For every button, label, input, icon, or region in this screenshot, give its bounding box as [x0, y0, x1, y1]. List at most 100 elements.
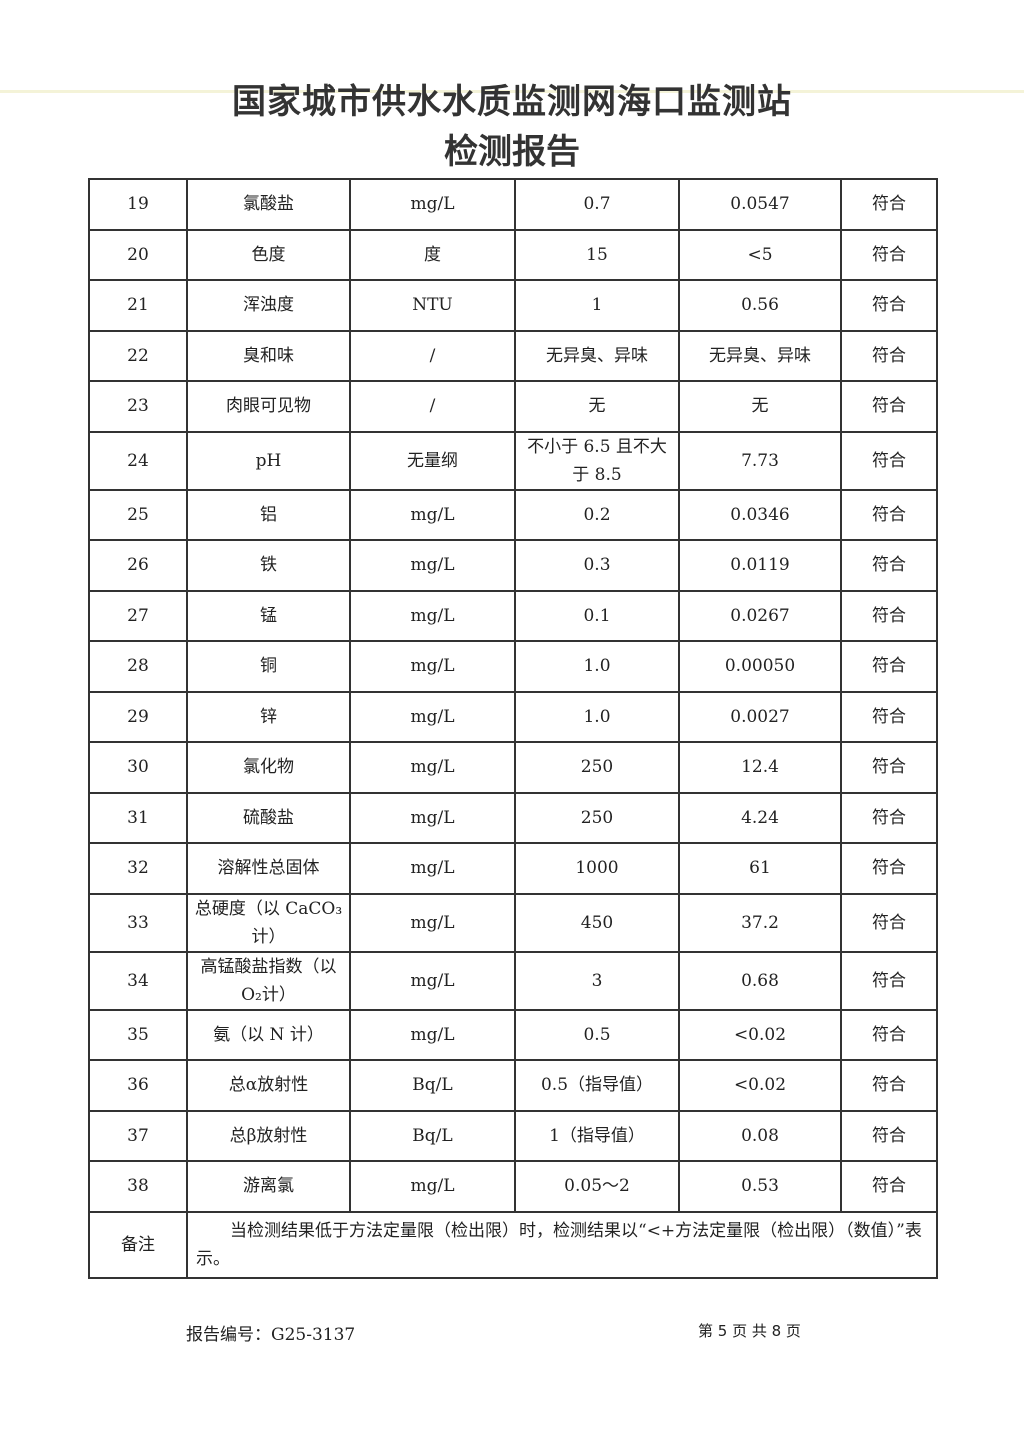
cell-item: 色度 [186, 228, 351, 281]
table-row: 22 臭和味 / 无异臭、异味 无异臭、异味 符合 [88, 329, 938, 382]
cell-limit: 250 [514, 791, 680, 844]
cell-limit: 0.05～2 [514, 1160, 680, 1213]
cell-unit: Bq/L [349, 1059, 516, 1112]
cell-item: 氨（以 N 计） [186, 1008, 351, 1061]
cell-item: 铁 [186, 539, 351, 592]
cell-result: 无异臭、异味 [678, 329, 842, 382]
note-label: 备注 [88, 1210, 188, 1279]
cell-unit: 度 [349, 228, 516, 281]
cell-result: 0.68 [678, 950, 842, 1011]
cell-item: 溶解性总固体 [186, 842, 351, 895]
cell-limit: 1.0 [514, 640, 680, 693]
cell-unit: 无量纲 [349, 430, 516, 491]
cell-no: 32 [88, 842, 188, 895]
cell-item: 肉眼可见物 [186, 380, 351, 433]
table-row: 24 pH 无量纲 不小于 6.5 且不大于 8.5 7.73 符合 [88, 430, 938, 491]
cell-result: 0.08 [678, 1109, 842, 1162]
table-row: 38 游离氯 mg/L 0.05～2 0.53 符合 [88, 1160, 938, 1213]
cell-result: 0.0119 [678, 539, 842, 592]
cell-item: 硫酸盐 [186, 791, 351, 844]
cell-verdict: 符合 [840, 380, 938, 433]
cell-result: 0.00050 [678, 640, 842, 693]
table-row: 30 氯化物 mg/L 250 12.4 符合 [88, 741, 938, 794]
cell-item: 锰 [186, 589, 351, 642]
cell-unit: mg/L [349, 842, 516, 895]
cell-result: 0.53 [678, 1160, 842, 1213]
table-row: 23 肉眼可见物 / 无无符合 [88, 380, 938, 433]
cell-verdict: 符合 [840, 329, 938, 382]
cell-unit: / [349, 329, 516, 382]
table-row: 20 色度度 15 <5 符合 [88, 228, 938, 281]
cell-item: 高锰酸盐指数（以 O₂计） [186, 950, 351, 1011]
cell-unit: mg/L [349, 1008, 516, 1061]
cell-verdict: 符合 [840, 1008, 938, 1061]
cell-no: 37 [88, 1109, 188, 1162]
table-row: 36 总α放射性 Bq/L 0.5（指导值） <0.02 符合 [88, 1059, 938, 1112]
table-row: 26 铁 mg/L 0.3 0.0119 符合 [88, 539, 938, 592]
cell-result: 0.0027 [678, 690, 842, 743]
cell-item: 浑浊度 [186, 279, 351, 332]
cell-unit: mg/L [349, 178, 516, 231]
cell-verdict: 符合 [840, 279, 938, 332]
cell-verdict: 符合 [840, 741, 938, 794]
results-table: 19 氯酸盐 mg/L 0.7 0.0547 符合 20 色度度 15 <5 符合 21 浑浊度 NTU 1… [88, 178, 938, 1279]
cell-no: 20 [88, 228, 188, 281]
cell-limit: 无 [514, 380, 680, 433]
cell-verdict: 符合 [840, 228, 938, 281]
cell-result: 0.0346 [678, 488, 842, 541]
page-title: 国家城市供水水质监测网海口监测站 [232, 82, 792, 122]
cell-verdict: 符合 [840, 842, 938, 895]
table-row: 37 总β放射性 Bq/L 1（指导值） 0.08 符合 [88, 1109, 938, 1162]
cell-no: 29 [88, 690, 188, 743]
cell-unit: NTU [349, 279, 516, 332]
cell-unit: Bq/L [349, 1109, 516, 1162]
cell-item: 游离氯 [186, 1160, 351, 1213]
cell-limit: 不小于 6.5 且不大于 8.5 [514, 430, 680, 491]
table-row: 33 总硬度（以 CaCO₃计） mg/L 450 37.2 符合 [88, 892, 938, 953]
table-row: 35 氨（以 N 计） mg/L 0.5 <0.02 符合 [88, 1008, 938, 1061]
cell-verdict: 符合 [840, 950, 938, 1011]
cell-no: 34 [88, 950, 188, 1011]
cell-limit: 1.0 [514, 690, 680, 743]
cell-limit: 15 [514, 228, 680, 281]
cell-limit: 0.7 [514, 178, 680, 231]
cell-limit: 无异臭、异味 [514, 329, 680, 382]
cell-verdict: 符合 [840, 1109, 938, 1162]
cell-result: 12.4 [678, 741, 842, 794]
cell-item: 锌 [186, 690, 351, 743]
cell-limit: 0.1 [514, 589, 680, 642]
cell-item: 总硬度（以 CaCO₃计） [186, 892, 351, 953]
cell-verdict: 符合 [840, 1160, 938, 1213]
cell-no: 38 [88, 1160, 188, 1213]
note-row: 备注 当检测结果低于方法定量限（检出限）时，检测结果以“<+方法定量限（检出限）… [88, 1210, 938, 1279]
cell-result: 0.56 [678, 279, 842, 332]
cell-no: 21 [88, 279, 188, 332]
table-row: 34 高锰酸盐指数（以 O₂计） mg/L 3 0.68 符合 [88, 950, 938, 1011]
cell-item: pH [186, 430, 351, 491]
cell-item: 总β放射性 [186, 1109, 351, 1162]
cell-unit: mg/L [349, 741, 516, 794]
cell-item: 氯化物 [186, 741, 351, 794]
cell-item: 总α放射性 [186, 1059, 351, 1112]
table-row: 32 溶解性总固体 mg/L 1000 61 符合 [88, 842, 938, 895]
cell-no: 22 [88, 329, 188, 382]
note-text: 当检测结果低于方法定量限（检出限）时，检测结果以“<+方法定量限（检出限）（数值… [186, 1210, 938, 1279]
cell-result: <0.02 [678, 1008, 842, 1061]
cell-unit: mg/L [349, 1160, 516, 1213]
page-subtitle: 检测报告 [444, 132, 580, 172]
cell-limit: 0.5 [514, 1008, 680, 1061]
cell-result: <5 [678, 228, 842, 281]
cell-limit: 1 [514, 279, 680, 332]
cell-verdict: 符合 [840, 690, 938, 743]
cell-result: 无 [678, 380, 842, 433]
cell-verdict: 符合 [840, 430, 938, 491]
cell-no: 27 [88, 589, 188, 642]
table-row: 28 铜 mg/L 1.0 0.00050 符合 [88, 640, 938, 693]
cell-result: 0.0267 [678, 589, 842, 642]
cell-verdict: 符合 [840, 178, 938, 231]
cell-result: 61 [678, 842, 842, 895]
cell-limit: 250 [514, 741, 680, 794]
cell-limit: 3 [514, 950, 680, 1011]
cell-unit: mg/L [349, 640, 516, 693]
cell-unit: mg/L [349, 589, 516, 642]
